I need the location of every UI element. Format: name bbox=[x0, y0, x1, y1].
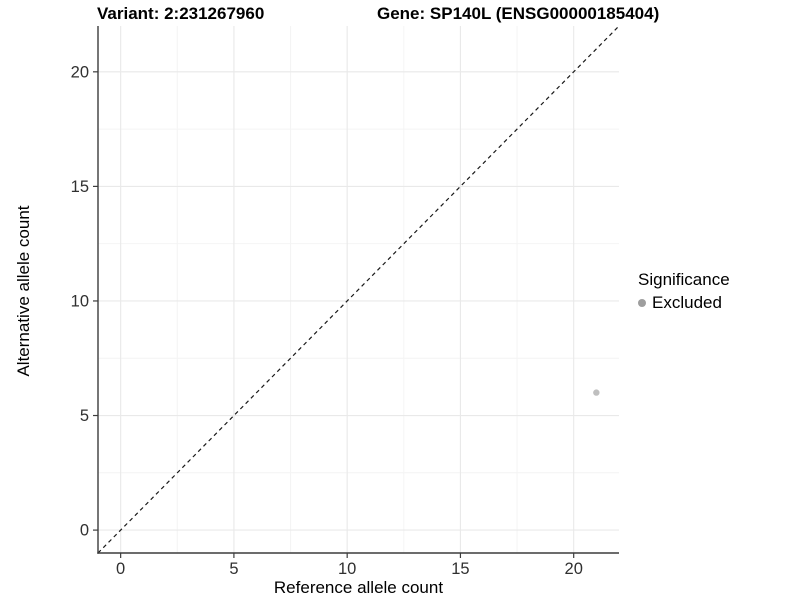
svg-text:5: 5 bbox=[229, 560, 238, 578]
legend-item-label: Excluded bbox=[652, 293, 722, 312]
svg-text:10: 10 bbox=[71, 292, 89, 310]
svg-text:20: 20 bbox=[565, 560, 583, 578]
legend-item-excluded: Excluded bbox=[638, 293, 730, 313]
svg-text:15: 15 bbox=[451, 560, 469, 578]
plot-title-variant: Variant: 2:231267960 bbox=[97, 4, 265, 23]
x-axis-title: Reference allele count bbox=[273, 578, 444, 597]
svg-text:20: 20 bbox=[71, 63, 89, 81]
svg-text:0: 0 bbox=[80, 522, 89, 540]
excluded-point-icon bbox=[638, 299, 646, 307]
svg-text:10: 10 bbox=[338, 560, 356, 578]
y-axis-title: Alternative allele count bbox=[14, 205, 33, 377]
svg-text:15: 15 bbox=[71, 178, 89, 196]
legend: Significance Excluded bbox=[638, 270, 730, 313]
plot-title-gene: Gene: SP140L (ENSG00000185404) bbox=[377, 4, 660, 23]
legend-title: Significance bbox=[638, 270, 730, 289]
svg-text:5: 5 bbox=[80, 407, 89, 425]
svg-text:0: 0 bbox=[116, 560, 125, 578]
